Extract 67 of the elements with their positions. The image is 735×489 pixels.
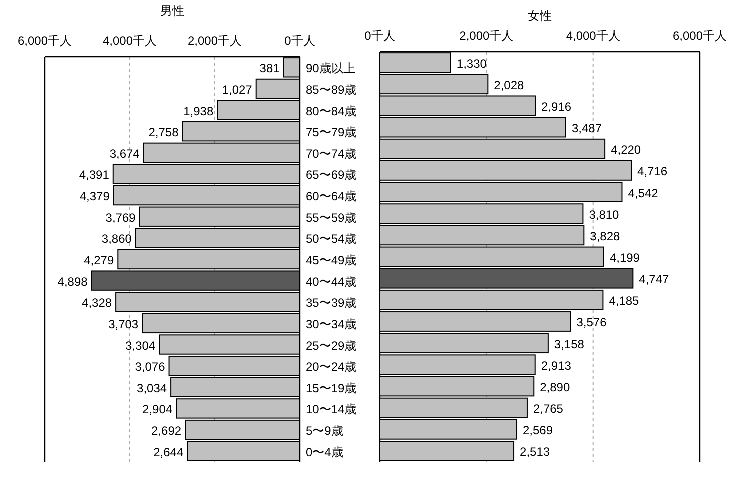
data-label: 3,576 <box>576 316 608 330</box>
data-label: 3,076 <box>135 360 166 374</box>
y-tick-label: 0〜4歳 <box>306 445 344 460</box>
data-label: 4,199 <box>610 251 640 265</box>
data-label: 4,220 <box>611 143 642 158</box>
data-label: 3,860 <box>102 232 132 246</box>
data-label: 2,765 <box>533 402 564 416</box>
data-label: 2,758 <box>148 126 180 140</box>
y-tick-label: 10〜14歳 <box>306 402 357 417</box>
x-tick-label: 2,000千人 <box>460 29 514 43</box>
data-label: 4,379 <box>80 190 110 204</box>
data-label: 1,938 <box>184 104 214 118</box>
y-tick-label: 35〜39歳 <box>306 296 357 310</box>
y-tick-label: 20〜24歳 <box>306 360 357 374</box>
data-label: 4,391 <box>79 168 110 182</box>
chart-title: 女性 <box>528 9 552 23</box>
x-tick-label: 6,000千人 <box>672 29 728 43</box>
x-tick-label: 2,000千人 <box>188 34 242 48</box>
x-tick-label: 4,000千人 <box>566 29 620 43</box>
data-label: 381 <box>260 62 280 76</box>
data-label: 2,904 <box>142 402 173 417</box>
data-label: 4,279 <box>84 254 114 268</box>
chart-title: 男性 <box>160 4 184 18</box>
y-tick-label: 55〜59歳 <box>306 210 357 225</box>
data-label: 2,513 <box>520 445 550 460</box>
y-tick-label: 85〜89歳 <box>306 82 357 97</box>
y-tick-label: 75〜79歳 <box>306 126 357 140</box>
data-label: 4,185 <box>609 294 640 308</box>
data-label: 3,828 <box>590 229 621 244</box>
y-tick-label: 15〜19歳 <box>306 381 357 396</box>
data-label: 3,674 <box>110 146 140 161</box>
y-tick-label: 45〜49歳 <box>306 254 357 268</box>
data-label: 3,304 <box>126 338 156 353</box>
data-label: 4,898 <box>58 274 88 289</box>
data-label: 3,703 <box>108 317 139 332</box>
y-tick-label: 25〜29歳 <box>306 338 357 353</box>
data-label: 2,890 <box>540 380 570 394</box>
data-label: 3,158 <box>554 337 585 352</box>
y-tick-label: 60〜64歳 <box>306 190 357 204</box>
x-tick-label: 0千人 <box>364 29 396 43</box>
y-tick-label: 90歳以上 <box>306 62 356 76</box>
x-tick-label: 4,000千人 <box>102 34 158 48</box>
data-label: 2,916 <box>542 100 572 114</box>
x-tick-label: 6,000千人 <box>18 34 72 48</box>
data-label: 3,810 <box>589 208 620 222</box>
y-tick-label: 5〜9歳 <box>306 424 344 438</box>
data-label: 1,027 <box>222 82 253 97</box>
data-label: 2,644 <box>154 445 184 460</box>
data-label: 4,542 <box>628 186 659 200</box>
data-label: 2,913 <box>541 358 572 373</box>
data-label: 4,328 <box>82 296 112 310</box>
y-tick-label: 40〜44歳 <box>306 274 357 289</box>
y-tick-label: 80〜84歳 <box>306 104 357 118</box>
data-label: 2,569 <box>523 424 554 438</box>
x-tick-label: 0千人 <box>284 34 316 48</box>
y-tick-label: 65〜69歳 <box>306 168 357 182</box>
y-tick-label: 30〜34歳 <box>306 317 357 332</box>
y-tick-label: 50〜54歳 <box>306 232 357 246</box>
data-label: 4,716 <box>638 164 668 179</box>
data-label: 3,769 <box>106 210 136 225</box>
data-label: 3,487 <box>572 122 602 136</box>
data-label: 1,330 <box>456 56 488 71</box>
data-label: 4,747 <box>639 272 670 287</box>
data-label: 2,692 <box>152 424 182 438</box>
y-tick-label: 70〜74歳 <box>306 146 357 161</box>
data-label: 3,034 <box>137 381 168 396</box>
data-label: 2,028 <box>494 78 525 92</box>
